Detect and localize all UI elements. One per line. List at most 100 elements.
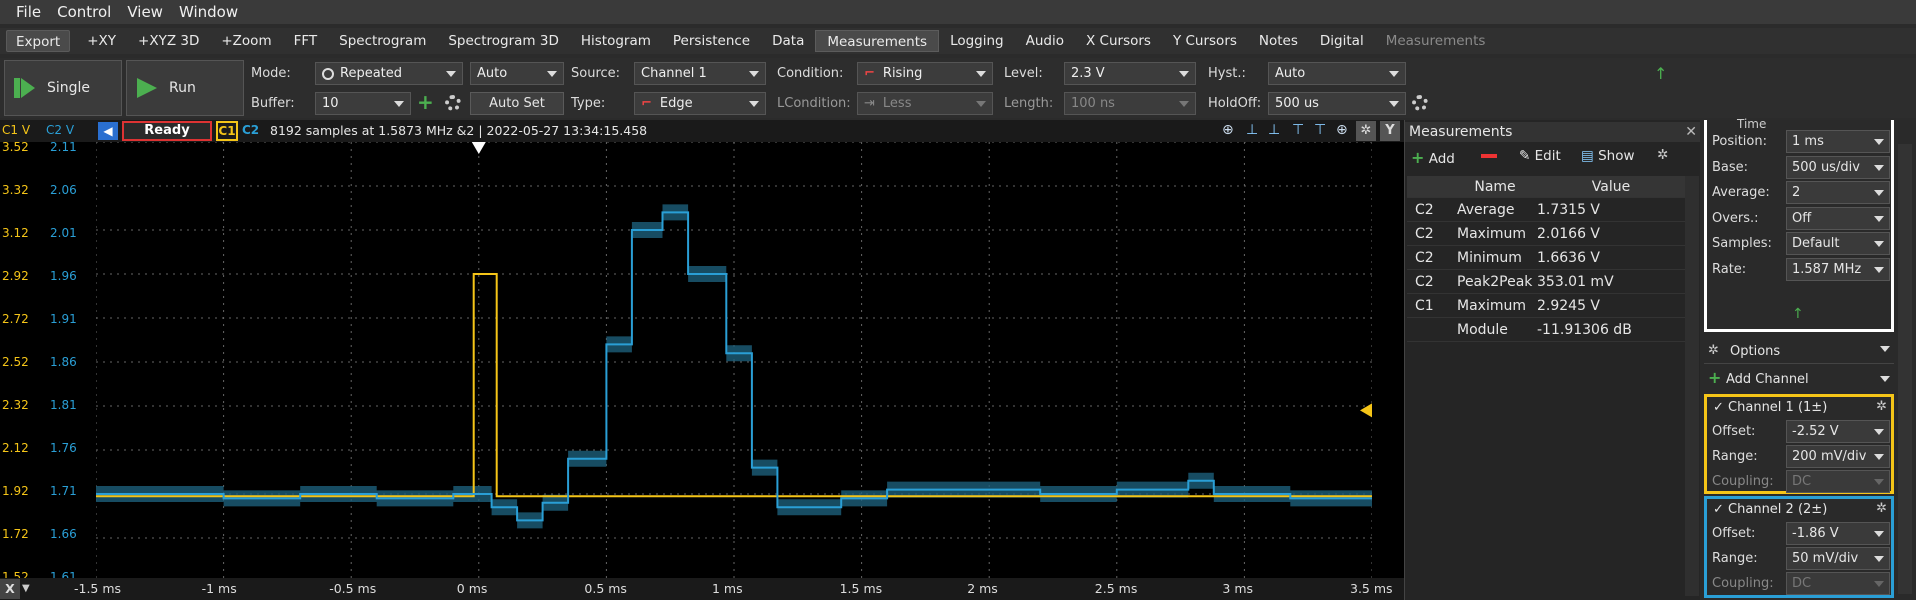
c2-tick-label: 1.86 xyxy=(50,355,77,369)
measurements-gear-icon[interactable]: ✲ xyxy=(1657,147,1669,163)
lcondition-label: LCondition: xyxy=(777,96,851,111)
tab-y-cursors[interactable]: Y Cursors xyxy=(1172,33,1237,49)
tab-notes[interactable]: Notes xyxy=(1258,33,1298,49)
c2-tick-label: 2.01 xyxy=(50,226,77,240)
channel1-gear-icon[interactable]: ✲ xyxy=(1876,399,1887,414)
channel1-coupling-label: Coupling: xyxy=(1712,474,1774,489)
edge-icon: ⌐ xyxy=(641,96,652,111)
channel2-title[interactable]: ✓ Channel 2 (2±) xyxy=(1713,502,1827,517)
remove-icon[interactable] xyxy=(1481,154,1497,158)
menu-file[interactable]: File xyxy=(16,3,42,21)
mode-auto-select[interactable]: Auto xyxy=(470,62,564,85)
zoom-icon[interactable]: ⊕ xyxy=(1336,122,1348,138)
add-measurement-button[interactable]: + Add xyxy=(1411,148,1455,167)
channel1-range-select[interactable]: 200 mV/div xyxy=(1786,445,1890,468)
tab-xy[interactable]: +XY xyxy=(87,33,117,49)
x-button[interactable]: X xyxy=(0,579,20,599)
ch2-badge[interactable]: C2 xyxy=(242,123,260,137)
options-row[interactable]: ✲ Options xyxy=(1704,340,1894,364)
buffer-input[interactable]: 10 xyxy=(315,92,411,115)
align-icon-1[interactable]: ⊥ xyxy=(1246,122,1259,138)
condition-label: Condition: xyxy=(777,66,844,81)
y-axis-button[interactable]: Y xyxy=(1380,121,1400,141)
c2-tick-label: 2.11 xyxy=(50,140,77,154)
menu-view[interactable]: View xyxy=(127,3,163,21)
tab-fft[interactable]: FFT xyxy=(293,33,318,49)
time-setting-input[interactable]: 2 xyxy=(1786,181,1890,204)
channel1-offset-input[interactable]: -2.52 V xyxy=(1786,420,1890,443)
close-icon[interactable]: ✕ xyxy=(1685,124,1697,140)
channel2-range-select[interactable]: 50 mV/div xyxy=(1786,547,1890,570)
type-select[interactable]: ⌐ Edge xyxy=(634,92,766,115)
x-menu-icon[interactable]: ▼ xyxy=(22,583,30,594)
c1-tick-label: 2.92 xyxy=(2,269,29,283)
side-scrollbar[interactable] xyxy=(1898,144,1912,594)
table-row[interactable]: C1 Maximum 2.9245 V xyxy=(1407,294,1685,318)
tab-spectrogram-3d[interactable]: Spectrogram 3D xyxy=(448,33,559,49)
options-gear-icon: ✲ xyxy=(1708,343,1719,358)
tab-xyz-3d[interactable]: +XYZ 3D xyxy=(138,33,200,49)
hyst-select[interactable]: Auto xyxy=(1268,62,1406,85)
trigger-level-marker xyxy=(1360,403,1372,418)
align-icon-4[interactable]: ⊤ xyxy=(1314,122,1327,138)
tab-export[interactable]: Export xyxy=(6,30,71,52)
menu-control[interactable]: Control xyxy=(57,3,112,21)
edit-button[interactable]: ✎ Edit xyxy=(1519,148,1561,164)
table-row[interactable]: C2 Minimum 1.6636 V xyxy=(1407,246,1685,270)
table-row[interactable]: C2 Peak2Peak 353.01 mV xyxy=(1407,270,1685,294)
show-button[interactable]: ▤ Show xyxy=(1581,148,1635,164)
channel2-offset-input[interactable]: -1.86 V xyxy=(1786,522,1890,545)
c1-tick-label: 2.32 xyxy=(2,398,29,412)
tab-persistence[interactable]: Persistence xyxy=(672,33,751,49)
table-row[interactable]: C2 Maximum 2.0166 V xyxy=(1407,222,1685,246)
zoom-fit-icon[interactable]: ⊕ xyxy=(1222,122,1234,138)
arrow-up-icon[interactable]: ↑ xyxy=(1654,64,1668,83)
mode-select[interactable]: Repeated xyxy=(315,62,463,85)
align-icon-2[interactable]: ⊥ xyxy=(1268,122,1281,138)
condition-select[interactable]: ⌐ Rising xyxy=(857,62,993,85)
table-row[interactable]: Module -11.91306 dB xyxy=(1407,318,1685,342)
show-icon: ▤ xyxy=(1581,148,1594,164)
measurements-scrollbar[interactable] xyxy=(1685,176,1699,596)
channel1-title[interactable]: ✓ Channel 1 (1±) xyxy=(1713,400,1827,415)
time-setting-input[interactable]: 1.587 MHz xyxy=(1786,257,1890,281)
time-setting-input[interactable]: 1 ms xyxy=(1786,130,1890,153)
channel1-coupling-select: DC xyxy=(1786,470,1890,493)
tab-spectrogram[interactable]: Spectrogram xyxy=(339,33,427,49)
tab-zoom[interactable]: +Zoom xyxy=(221,33,272,49)
holdoff-gear-icon[interactable] xyxy=(1412,95,1428,111)
collapse-left-icon[interactable]: ◀ xyxy=(98,122,118,140)
table-row[interactable]: C2 Average 1.7315 V xyxy=(1407,198,1685,222)
tab-digital[interactable]: Digital xyxy=(1319,33,1364,49)
tab-x-cursors[interactable]: X Cursors xyxy=(1086,33,1151,49)
level-input[interactable]: 2.3 V xyxy=(1064,62,1196,85)
source-select[interactable]: Channel 1 xyxy=(634,62,766,85)
cell-name: Peak2Peak xyxy=(1457,274,1533,290)
waveform-plot[interactable] xyxy=(96,142,1372,582)
time-arrow-up-icon[interactable]: ↑ xyxy=(1792,306,1804,322)
buffer-gear-icon[interactable] xyxy=(445,95,461,111)
auto-set-button[interactable]: Auto Set xyxy=(470,92,564,115)
c1-axis-label: C1 V xyxy=(2,123,31,137)
tab-data[interactable]: Data xyxy=(772,33,805,49)
time-setting-input[interactable]: 500 us/div xyxy=(1786,155,1890,179)
ch1-badge[interactable]: C1 xyxy=(216,121,238,141)
tab-measurements[interactable]: Measurements xyxy=(815,30,940,52)
add-channel-button[interactable]: + Add Channel xyxy=(1704,368,1894,392)
tab-audio[interactable]: Audio xyxy=(1025,33,1064,49)
tab-histogram[interactable]: Histogram xyxy=(580,33,651,49)
single-button[interactable]: Single xyxy=(4,60,122,116)
run-button[interactable]: Run xyxy=(126,60,244,116)
holdoff-input[interactable]: 500 us xyxy=(1268,92,1406,115)
cell-value: 1.7315 V xyxy=(1537,202,1601,218)
time-setting-input[interactable]: Default xyxy=(1786,232,1890,255)
tab-logging[interactable]: Logging xyxy=(950,33,1004,49)
scope-gear-icon[interactable]: ✲ xyxy=(1356,121,1376,141)
channel2-gear-icon[interactable]: ✲ xyxy=(1876,501,1887,516)
menu-window[interactable]: Window xyxy=(178,3,239,21)
add-buffer-icon[interactable]: + xyxy=(417,90,434,114)
time-setting-input[interactable]: Off xyxy=(1786,206,1890,230)
align-icon-3[interactable]: ⊤ xyxy=(1292,122,1305,138)
chevron-down-icon xyxy=(1874,139,1884,145)
trigger-toolbar: Single Run Mode: Repeated Auto Buffer: 1… xyxy=(0,58,1916,118)
